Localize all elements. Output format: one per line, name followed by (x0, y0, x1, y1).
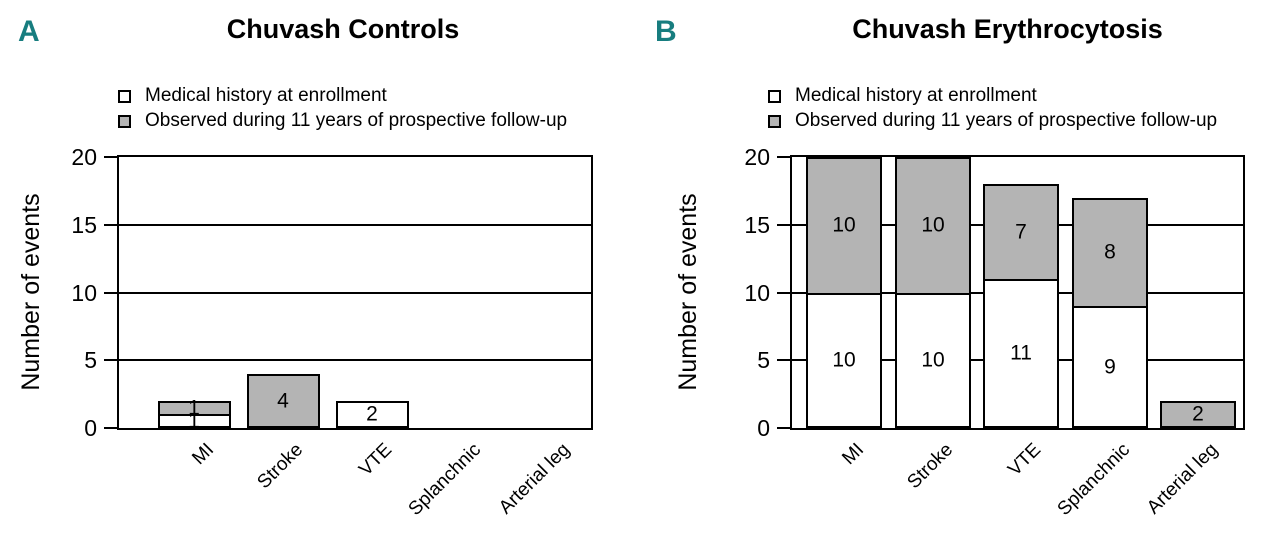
y-tick-label: 10 (744, 279, 770, 306)
bar-value-label: 1 (188, 409, 200, 433)
y-axis-tick (104, 223, 117, 226)
y-axis-tick (777, 156, 790, 158)
bar-value-label: 11 (1010, 341, 1032, 365)
legend-label: Medical history at enrollment (145, 85, 387, 106)
panel-b-legend-item-history: Medical history at enrollment (768, 84, 1037, 108)
bar-value-label: 1 (188, 396, 200, 420)
bar-segment-history (335, 400, 409, 428)
panel-b-letter: B (655, 15, 677, 48)
panel-b-legend-item-followup: Observed during 11 years of prospective … (768, 109, 1217, 133)
y-axis-tick (104, 156, 117, 158)
y-tick-label: 15 (744, 211, 770, 238)
panel-b-y-axis-title: Number of events (674, 193, 702, 391)
bar-value-label: 10 (921, 348, 945, 372)
x-category-label: MI (838, 439, 869, 470)
y-tick-label: 0 (84, 415, 97, 441)
y-axis-tick (777, 427, 790, 429)
bar-segment-followup (157, 400, 231, 417)
legend-label: Medical history at enrollment (795, 85, 1037, 106)
bar-segment-history (895, 292, 971, 428)
gridline (119, 359, 591, 362)
gridline (119, 223, 591, 226)
bar-value-label: 8 (1104, 240, 1116, 264)
panel-b-title: Chuvash Erythrocytosis (852, 14, 1163, 44)
y-tick-label: 5 (757, 347, 770, 374)
legend-label: Observed during 11 years of prospective … (145, 110, 568, 131)
panel-a-plot-area: 0 5 10 15 20 1 1 MI 4 Stroke 2 VTE Splanchnic Arteria… (71, 145, 593, 520)
y-axis-tick (104, 359, 117, 362)
y-tick-label: 10 (71, 279, 97, 306)
panel-a-legend-item-followup: Observed during 11 years of prospective … (118, 109, 567, 133)
y-tick-label: 15 (71, 211, 97, 238)
y-axis-tick (104, 291, 117, 294)
bar-value-label: 7 (1015, 220, 1027, 244)
gray-square-legend-icon (118, 114, 131, 128)
bar-segment-followup (983, 184, 1059, 281)
bar-segment-followup (1072, 197, 1148, 309)
y-axis-tick (777, 359, 790, 362)
bar-value-label: 2 (1192, 402, 1204, 426)
white-square-legend-icon (768, 89, 781, 103)
bar-segment-followup (1160, 400, 1236, 428)
panel-a-legend-item-history: Medical history at enrollment (118, 84, 387, 108)
panel-a-letter: A (18, 15, 40, 48)
y-axis-tick (777, 223, 790, 226)
panel-a-y-axis-title: Number of events (17, 193, 45, 391)
bar-value-label: 4 (277, 389, 289, 413)
x-category-label: MI (188, 439, 219, 470)
bar-value-label: 9 (1104, 355, 1116, 379)
y-tick-label: 20 (744, 144, 770, 170)
y-tick-label: 5 (84, 347, 97, 374)
gridline (119, 291, 591, 294)
y-axis-tick (104, 427, 117, 429)
y-tick-label: 20 (71, 144, 97, 170)
y-axis-tick (777, 291, 790, 294)
legend-label: Observed during 11 years of prospective … (795, 110, 1218, 131)
white-square-legend-icon (118, 89, 131, 103)
panel-a-title: Chuvash Controls (226, 14, 460, 44)
panel-b-plot-area: 0 5 10 15 20 10 10 MI 10 10 Stroke 11 7 VTE 9 8 Splanchn… (744, 145, 1245, 520)
bar-value-label: 2 (366, 402, 378, 426)
y-tick-label: 0 (757, 415, 770, 441)
bar-value-label: 10 (921, 213, 945, 237)
bar-segment-followup (806, 157, 882, 295)
gray-square-legend-icon (768, 114, 781, 128)
bar-segment-history (806, 292, 882, 428)
bar-value-label: 10 (832, 213, 856, 237)
bar-value-label: 10 (832, 348, 856, 372)
bar-segment-followup (246, 373, 320, 428)
bar-segment-followup (895, 157, 971, 295)
